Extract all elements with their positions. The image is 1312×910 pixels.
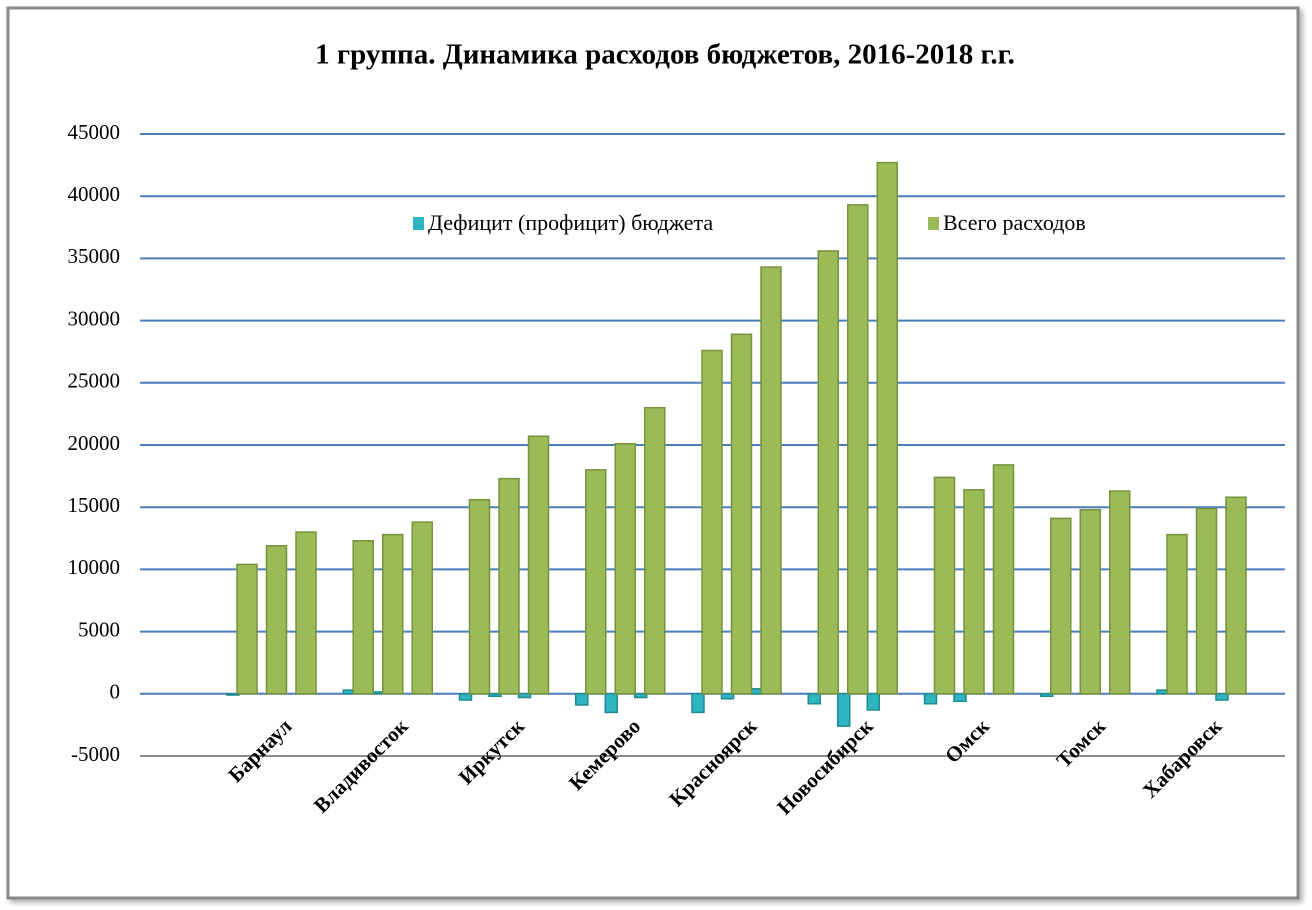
bar	[963, 489, 985, 695]
bar	[1040, 693, 1054, 698]
bar	[1079, 508, 1101, 695]
bar	[760, 266, 782, 695]
y-tick-label: 40000	[68, 182, 121, 206]
bar	[458, 693, 473, 701]
y-tick-label: 30000	[68, 306, 121, 330]
bar	[720, 693, 735, 700]
bar	[817, 250, 839, 695]
bar	[933, 476, 956, 695]
bar	[236, 563, 258, 695]
bar	[1109, 490, 1131, 695]
bar	[953, 693, 967, 703]
bar	[295, 531, 317, 695]
y-tick-label: -5000	[71, 742, 120, 766]
y-tick-label: 45000	[68, 120, 121, 144]
bar	[468, 498, 491, 695]
y-tick-label: 0	[110, 680, 121, 704]
bar	[585, 469, 607, 695]
bar	[644, 406, 666, 695]
bar	[604, 693, 618, 714]
bar	[352, 540, 374, 695]
bar	[634, 693, 648, 699]
legend-label: Дефицит (профицит) бюджета	[428, 210, 713, 235]
bar	[1225, 496, 1247, 695]
bar	[807, 693, 821, 705]
bar	[1050, 517, 1072, 695]
bar	[1166, 533, 1188, 695]
bar	[847, 204, 869, 695]
bar	[876, 161, 898, 695]
y-tick-label: 15000	[68, 493, 121, 517]
y-tick-label: 25000	[68, 369, 121, 393]
bar	[1215, 693, 1229, 701]
bar	[1195, 507, 1218, 695]
bar	[923, 693, 938, 705]
bar	[517, 693, 532, 699]
bar	[701, 349, 723, 695]
bar	[382, 533, 404, 695]
y-tick-label: 5000	[78, 617, 120, 641]
y-tick-label: 35000	[68, 244, 121, 268]
bar	[691, 693, 705, 714]
y-tick-label: 20000	[68, 431, 121, 455]
bar	[488, 693, 502, 698]
bar	[730, 333, 753, 695]
bar	[498, 477, 520, 695]
chart-title: 1 группа. Динамика расходов бюджетов, 20…	[315, 39, 1015, 71]
bar	[992, 464, 1015, 695]
bar	[575, 693, 589, 706]
bar	[866, 693, 880, 711]
bar	[265, 545, 288, 695]
legend-swatch	[928, 217, 939, 230]
legend-label: Всего расходов	[943, 210, 1086, 235]
y-tick-label: 10000	[68, 555, 121, 579]
bar	[411, 521, 433, 695]
bar	[837, 693, 851, 727]
bar	[527, 435, 550, 695]
legend-swatch	[413, 217, 424, 230]
bar	[614, 443, 636, 695]
